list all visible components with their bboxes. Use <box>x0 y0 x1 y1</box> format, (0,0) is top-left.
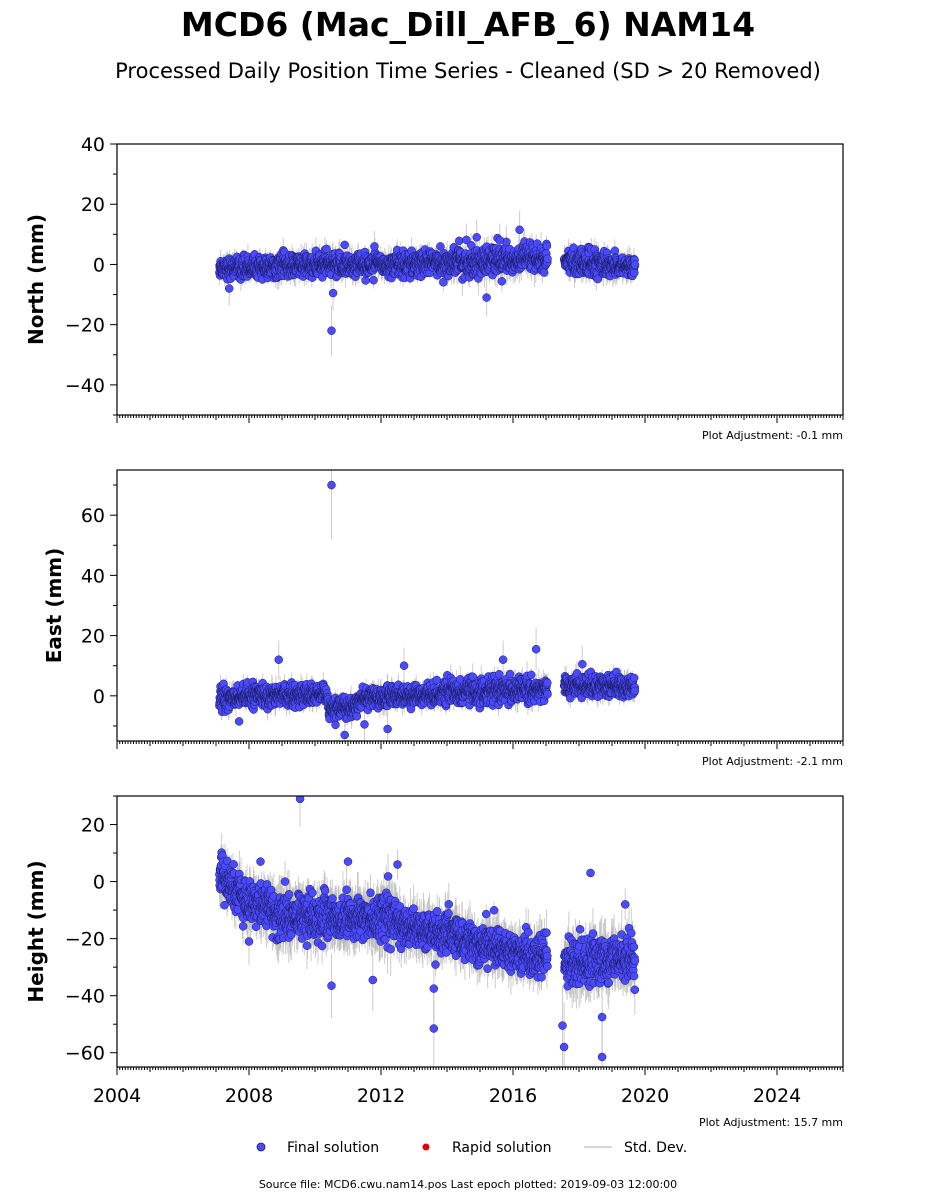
data-point <box>454 236 464 246</box>
data-point <box>515 225 524 235</box>
data-point <box>482 293 491 302</box>
chart-subtitle: Processed Daily Position Time Series - C… <box>115 59 821 83</box>
data-point <box>328 288 338 298</box>
data-point <box>322 244 331 254</box>
east-points <box>215 480 640 740</box>
data-point <box>539 268 549 277</box>
data-point <box>352 712 362 721</box>
data-point <box>439 278 448 287</box>
north-panel: −40 −20 0 20 40 North (mm) Plot Adjustment: -0… <box>24 134 844 442</box>
north-stddev-bars <box>218 210 636 356</box>
data-point <box>331 720 340 730</box>
data-point <box>436 242 445 251</box>
data-point <box>462 235 471 245</box>
data-point <box>472 233 481 242</box>
y-tick-label: −40 <box>65 375 105 397</box>
north-x-ticks <box>116 415 844 423</box>
data-point <box>340 240 349 250</box>
data-point <box>630 260 640 269</box>
data-point <box>495 236 505 245</box>
y-tick-label: 20 <box>81 194 105 216</box>
north-y-axis-label: North (mm) <box>24 214 48 345</box>
chart-title: MCD6 (Mac_Dill_AFB_6) NAM14 <box>181 5 755 44</box>
data-point <box>361 276 370 285</box>
y-tick-label: −20 <box>65 315 105 337</box>
y-tick-label: 40 <box>81 134 105 156</box>
north-points <box>215 225 640 335</box>
data-point <box>593 274 603 284</box>
data-point <box>467 241 476 250</box>
y-tick-label: 0 <box>93 254 105 276</box>
north-plot-adjustment: Plot Adjustment: -0.1 mm <box>702 429 843 442</box>
data-point <box>542 241 552 251</box>
data-point <box>224 284 234 293</box>
data-point <box>327 326 336 335</box>
data-point <box>370 242 379 251</box>
data-point <box>369 275 378 285</box>
data-point <box>543 254 552 263</box>
data-point <box>497 277 507 286</box>
